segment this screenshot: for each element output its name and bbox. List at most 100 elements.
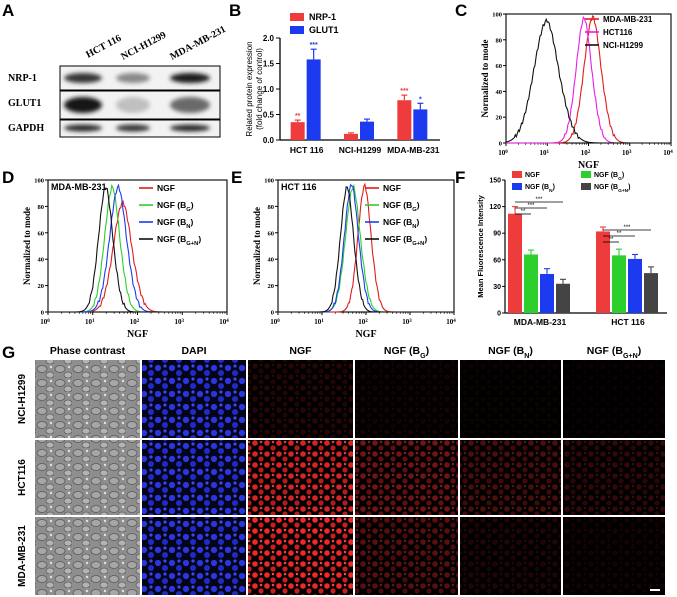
dapi-image: [142, 360, 246, 438]
y-tick-label: 100: [492, 12, 502, 19]
x-tick-label: MDA-MB-231: [514, 317, 567, 327]
legend-label: NGF: [157, 183, 175, 193]
significance-label: *: [419, 96, 422, 103]
y-tick-label: 60: [38, 230, 45, 237]
significance-label: **: [295, 113, 301, 120]
blot-band: [170, 97, 210, 113]
phase-contrast-image: [35, 517, 140, 595]
flow-histogram-d: 0 20 40 60 80 100 100 101 102 103 104 NGF Normalized…: [22, 178, 229, 341]
bar: [540, 273, 554, 313]
legend-label: NRP-1: [309, 12, 336, 22]
histogram-curve: [278, 183, 454, 313]
significance-label: ***: [623, 225, 631, 231]
chart-title: HCT 116: [281, 182, 317, 192]
row-label: NCI-H1299: [17, 374, 28, 424]
histogram-curve: [278, 186, 454, 313]
blot-band: [170, 73, 210, 83]
y-tick-label: 20: [38, 283, 45, 290]
y-tick-label: 60: [268, 230, 275, 237]
lane-label-mdamb231: MDA-MB-231: [168, 24, 228, 63]
x-tick-label: 101: [85, 318, 95, 326]
ngf-image-signal: [563, 517, 665, 595]
x-tick-label: 100: [270, 318, 280, 326]
ngf-image-signal: [460, 360, 561, 438]
column-header: NGF (BN): [488, 345, 533, 360]
x-tick-label: 103: [402, 318, 412, 326]
histogram-curve: [48, 187, 227, 313]
y-tick-label: 100: [264, 178, 274, 185]
ngf-image-signal: [355, 517, 458, 595]
blot-label-gapdh: GAPDH: [8, 123, 44, 134]
ngf-image-signal: [460, 517, 561, 595]
legend-label: NGF (BG): [383, 200, 420, 213]
column-header: NGF (BG): [384, 345, 429, 360]
legend-label: NGF (BN): [157, 217, 193, 230]
y-tick-label: 0: [41, 310, 44, 317]
ngf-image-signal: [563, 440, 665, 515]
x-tick-label: 104: [219, 318, 229, 326]
y-tick-label: 1.5: [263, 60, 275, 69]
y-tick-label: 1.0: [263, 85, 275, 94]
histogram-curve: [48, 183, 227, 313]
y-tick-label: 80: [496, 37, 503, 44]
legend-label: NGF (BN): [383, 217, 419, 230]
x-tick-label: 103: [622, 149, 632, 157]
legend-label: NGF (BG+N): [157, 234, 201, 247]
legend-label: GLUT1: [309, 25, 339, 35]
bar: [644, 273, 658, 313]
ngf-image-signal: [355, 360, 458, 438]
bar: [628, 258, 642, 313]
blot-label-nrp1: NRP-1: [8, 73, 37, 84]
blot-band: [170, 124, 210, 132]
x-axis-label: NGF: [578, 160, 599, 171]
column-header: NGF (BG+N): [587, 345, 641, 360]
ngf-image-signal: [248, 440, 353, 515]
y-tick-label: 60: [493, 257, 501, 264]
legend-swatch: [581, 171, 591, 178]
histogram-curve: [48, 183, 227, 313]
chart-title: MDA-MB-231: [51, 182, 107, 192]
histogram-curve: [505, 17, 671, 144]
legend-swatch: [512, 183, 522, 190]
y-tick-label: 2.0: [263, 34, 275, 43]
panel-label-a: A: [2, 1, 14, 20]
y-axis-label: Mean Fluorescence Intensity: [476, 194, 485, 297]
bar: [306, 59, 321, 140]
western-blot: [59, 65, 221, 138]
blot-band: [64, 124, 102, 132]
legend-swatch: [290, 13, 304, 21]
legend-label: MDA-MB-231: [603, 15, 653, 24]
row-label: MDA-MB-231: [17, 525, 28, 587]
western-blot-lane-labels: HCT 116 NCI-H1299 MDA-MB-231: [84, 24, 228, 63]
blot-band: [116, 73, 150, 83]
y-tick-label: 80: [268, 204, 275, 211]
bar: [612, 255, 626, 313]
x-tick-label: 101: [314, 318, 324, 326]
panel-label-e: E: [231, 168, 242, 187]
y-tick-label: 20: [268, 283, 275, 290]
panel-label-f: F: [455, 168, 465, 187]
significance-label: **: [617, 231, 622, 237]
plot-frame: [47, 179, 228, 313]
microscopy-grid: Phase contrast DAPI NGF NGF (BG) NGF (BN) NGF…: [17, 345, 665, 595]
bar: [508, 213, 522, 313]
x-tick-label: MDA-MB-231: [387, 145, 440, 155]
x-axis-label: NGF: [127, 329, 148, 340]
y-tick-label: 40: [38, 257, 45, 264]
significance-label: ***: [400, 88, 408, 95]
legend-label: NGF (BG): [157, 200, 194, 213]
x-tick-label: HCT 116: [611, 317, 645, 327]
bar-chart-mfi: 0 30 60 90 120 150 Mean Fluorescence Intensity…: [476, 171, 667, 327]
bar: [344, 133, 358, 140]
ngf-image-signal: [563, 360, 665, 438]
x-tick-label: 100: [498, 149, 508, 157]
ngf-image-signal: [460, 440, 561, 515]
panel-label-g: G: [2, 343, 15, 362]
blot-band: [116, 124, 150, 132]
legend-label: NGF: [383, 183, 401, 193]
bar: [290, 122, 305, 140]
y-tick-label: 40: [496, 89, 503, 96]
panel-label-c: C: [455, 1, 467, 20]
